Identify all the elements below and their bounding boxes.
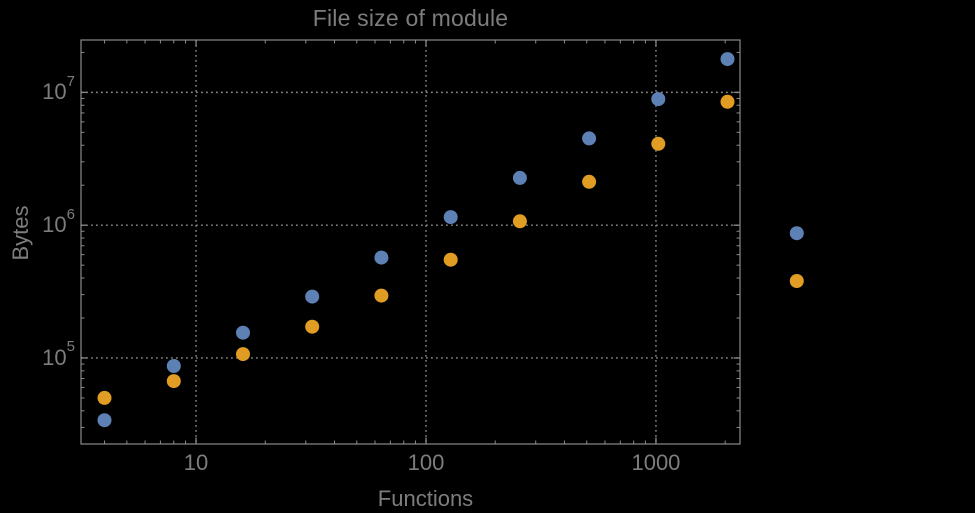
data-point-orange	[789, 274, 804, 288]
data-point-orange	[97, 390, 112, 405]
plot-frame	[80, 39, 741, 445]
x-axis-label: Functions	[377, 486, 474, 511]
x-tick-label: 1000	[631, 450, 681, 475]
data-point-blue	[443, 210, 458, 225]
y-tick-label: 105	[42, 338, 75, 370]
chart-title: File size of module	[312, 5, 509, 31]
data-point-blue	[97, 413, 112, 428]
data-point-blue	[236, 325, 250, 340]
y-tick-label: 107	[42, 72, 75, 105]
grid-lines	[81, 40, 740, 444]
data-point-blue	[789, 226, 804, 241]
frame-border	[80, 39, 741, 445]
data-point-blue	[374, 250, 389, 265]
x-tick-label: 100	[407, 450, 445, 475]
data-point-blue	[305, 289, 320, 304]
data-point-orange	[443, 252, 458, 267]
data-point-orange	[651, 136, 666, 151]
data-point-orange	[512, 214, 527, 229]
data-point-blue	[166, 359, 181, 373]
tick-marks	[81, 40, 740, 444]
y-tick-label: 106	[42, 205, 75, 238]
data-point-blue	[651, 92, 666, 107]
data-points-orange	[97, 94, 804, 405]
data-point-orange	[582, 174, 597, 189]
data-point-orange	[305, 319, 320, 334]
data-point-blue	[512, 170, 527, 185]
data-point-orange	[374, 288, 389, 303]
data-point-blue	[720, 52, 735, 67]
data-point-orange	[236, 347, 250, 362]
data-point-orange	[720, 94, 735, 109]
data-point-blue	[582, 131, 597, 146]
data-point-orange	[166, 374, 181, 389]
data-points-blue	[97, 52, 804, 428]
x-tick-label: 10	[183, 450, 209, 475]
